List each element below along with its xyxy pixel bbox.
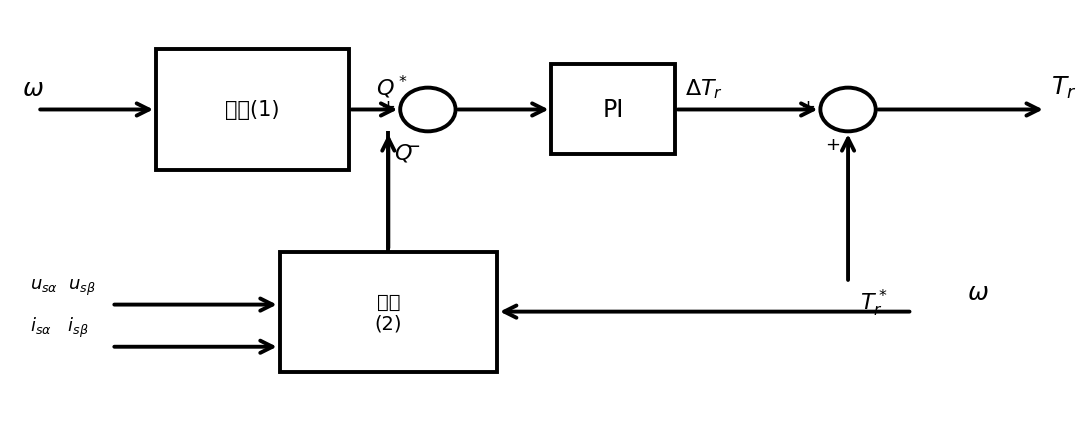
Text: $+$: $+$ (825, 136, 840, 154)
Text: $+$: $+$ (800, 98, 815, 115)
Bar (552, 65, 675, 155)
Bar (280, 252, 498, 373)
Text: $Q$: $Q$ (395, 141, 413, 163)
Text: PI: PI (603, 98, 624, 122)
Text: $T_r$: $T_r$ (1050, 75, 1076, 101)
Text: $i_{s\alpha}\ \ \ i_{s\beta}$: $i_{s\alpha}\ \ \ i_{s\beta}$ (30, 315, 90, 339)
Text: $\omega$: $\omega$ (967, 280, 989, 304)
Text: $\Delta T_r$: $\Delta T_r$ (685, 78, 723, 101)
Text: $+$: $+$ (380, 98, 396, 115)
Text: $\omega$: $\omega$ (22, 77, 43, 101)
Text: 公式(1): 公式(1) (225, 100, 280, 120)
Text: $-$: $-$ (404, 136, 420, 154)
Text: $Q^*$: $Q^*$ (376, 74, 408, 101)
Text: $u_{s\alpha}\ \ u_{s\beta}$: $u_{s\alpha}\ \ u_{s\beta}$ (30, 277, 96, 297)
Text: 公式
(2): 公式 (2) (375, 292, 402, 333)
Text: $T_r^*$: $T_r^*$ (860, 287, 888, 318)
Bar (156, 49, 349, 170)
